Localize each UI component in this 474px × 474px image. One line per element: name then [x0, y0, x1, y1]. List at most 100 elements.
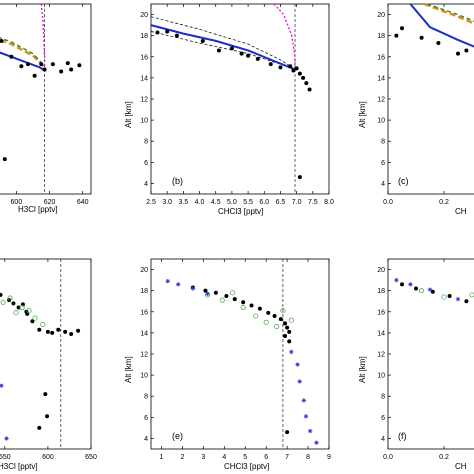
panel-f: 0.0 0.2 4 6 8 10 12 14 16 18 20 (f) CH Alt [km]	[358, 258, 474, 471]
obs-point	[59, 69, 64, 74]
panel-d: 550 600 650 H3Cl [pptv]	[0, 258, 97, 471]
x-tick-label: 5.0	[227, 199, 237, 206]
x-tick-label: 600	[11, 199, 23, 206]
obs2-point	[419, 288, 425, 294]
obs2-point	[240, 305, 246, 311]
panel-b-xlabel: CHCl3 [pptv]	[218, 207, 263, 216]
x-tick-label: 6.0	[259, 199, 269, 206]
obs-point	[39, 62, 44, 67]
panel-b: 2.5 3.0 3.5 4.0 4.5 5.0 5.5 6.0 6.5 7.0 7.5 8.0 4 6 8 1…	[124, 3, 334, 216]
obs2-point	[280, 308, 286, 314]
obs3-point	[427, 287, 433, 292]
obs-point	[0, 292, 3, 297]
x-tick-label: 6.5	[276, 199, 286, 206]
x-tick-label: 2	[180, 454, 184, 461]
x-tick-label: 8.0	[324, 199, 334, 206]
panel-a-frame	[0, 3, 92, 195]
panel-d-xlabel: H3Cl [pptv]	[0, 462, 38, 471]
model-magenta-curve	[40, 3, 46, 71]
panel-d-marks: 550 600 650	[0, 259, 97, 461]
obs2-point	[274, 324, 280, 330]
x-tick-label: 0.0	[383, 454, 393, 461]
obs-point	[69, 331, 74, 336]
obs-point	[268, 62, 273, 67]
model-blue-curve	[409, 3, 474, 48]
obs-point	[2, 157, 7, 162]
panel-c-xlabel: CH	[455, 207, 467, 216]
model-green-curve	[426, 3, 474, 22]
y-tick-label: 8	[144, 139, 148, 146]
obs-point	[16, 305, 21, 310]
x-tick-label: 4	[222, 454, 226, 461]
obs-point	[24, 309, 29, 314]
obs-point	[447, 293, 452, 298]
y-tick-label: 14	[140, 75, 148, 82]
y-tick-label: 16	[140, 309, 148, 316]
obs-point	[45, 329, 50, 334]
obs-point	[283, 321, 288, 326]
x-tick-label: 640	[77, 199, 89, 206]
y-tick-label: 8	[381, 139, 385, 146]
y-tick-label: 10	[140, 373, 148, 380]
panel-b-marks: 2.5 3.0 3.5 4.0 4.5 5.0 5.5 6.0 6.5 7.0 7.5 8.0 4 6 8 1…	[140, 3, 334, 206]
obs-point	[155, 30, 160, 35]
obs-point	[414, 286, 418, 291]
obs3-point	[190, 286, 196, 291]
obs-point	[419, 35, 424, 40]
obs-point	[11, 301, 16, 306]
obs-point	[229, 46, 234, 51]
panel-b-ylabel: Alt [km]	[124, 101, 133, 128]
obs-point	[69, 67, 74, 72]
y-tick-label: 20	[140, 267, 148, 274]
y-tick-label: 12	[140, 97, 148, 104]
obs-point	[304, 81, 309, 86]
y-tick-label: 20	[140, 12, 148, 19]
obs-point	[77, 63, 82, 68]
model-green-curve	[0, 36, 46, 67]
obs3-point	[408, 282, 413, 287]
obs-point	[266, 310, 271, 315]
obs3-point	[394, 277, 399, 283]
y-tick-label: 16	[377, 54, 385, 61]
obs-point	[216, 48, 221, 53]
obs-point	[257, 306, 262, 311]
obs-point	[255, 56, 260, 61]
x-tick-label: 620	[44, 199, 56, 206]
obs2-point	[0, 299, 6, 305]
x-tick-label: 5	[243, 454, 247, 461]
x-tick-label: 0.0	[383, 199, 393, 206]
y-tick-label: 20	[377, 12, 385, 19]
x-tick-label: 8	[306, 454, 310, 461]
model-blue-curve	[150, 24, 296, 71]
obs2-point	[19, 305, 25, 311]
obs2-point	[253, 313, 259, 319]
obs3-point	[205, 291, 210, 297]
obs-point	[307, 87, 312, 92]
obs-point	[76, 328, 81, 333]
y-tick-label: 12	[377, 97, 385, 104]
obs3-point	[176, 282, 181, 287]
obs-point	[32, 73, 37, 78]
obs-point	[464, 48, 469, 53]
obs-point	[63, 329, 68, 334]
obs3-point	[4, 436, 9, 441]
obs-point	[174, 33, 179, 38]
y-tick-label: 10	[377, 373, 385, 380]
panel-f-ylabel: Alt [km]	[358, 356, 367, 383]
panel-e-frame	[150, 258, 330, 450]
x-tick-label: 7	[285, 454, 289, 461]
obs-point	[400, 26, 404, 31]
obs-point	[50, 62, 55, 67]
y-tick-label: 12	[140, 352, 148, 359]
obs-point	[249, 303, 254, 308]
obs-point	[291, 68, 296, 73]
obs-point	[30, 319, 35, 324]
obs-point	[224, 293, 229, 298]
obs-point	[297, 71, 302, 76]
obs3-point	[455, 296, 461, 302]
obs-point	[294, 66, 299, 71]
obs3-point	[289, 349, 294, 355]
